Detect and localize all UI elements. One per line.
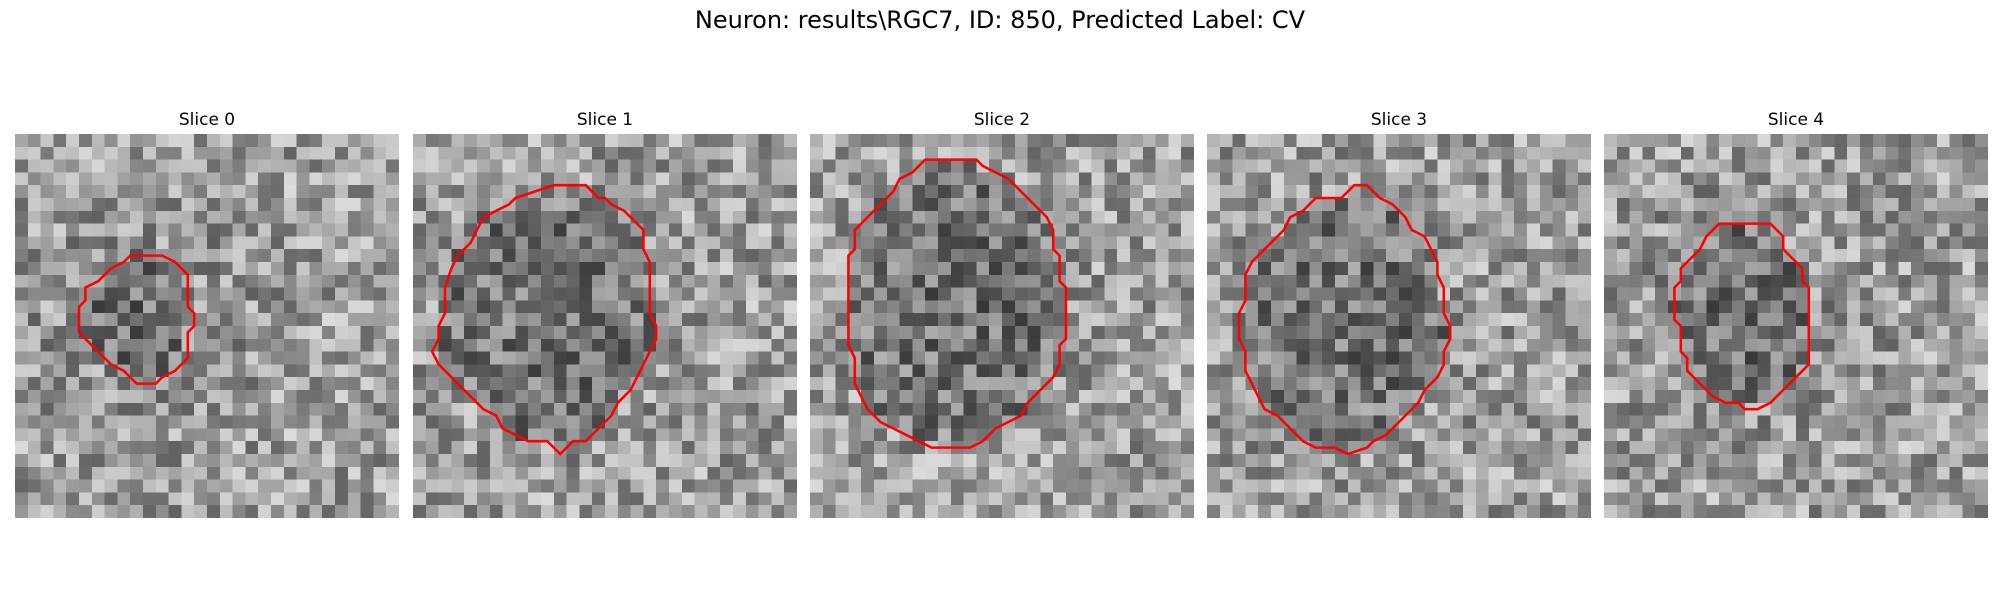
contour-outline [1237, 183, 1452, 456]
contour-outline [430, 183, 658, 456]
slice-panel-4: Slice 4 [1604, 108, 1988, 518]
slice-image-0 [15, 134, 399, 518]
slice-image-3 [1207, 134, 1591, 518]
slice-title: Slice 1 [576, 110, 634, 130]
slice-panel-3: Slice 3 [1207, 108, 1591, 518]
slice-title: Slice 4 [1767, 110, 1825, 130]
slice-panel-1: Slice 1 [413, 108, 797, 518]
slice-panel-2: Slice 2 [810, 108, 1194, 518]
figure-title: Neuron: results\RGC7, ID: 850, Predicted… [694, 6, 1306, 34]
slice-image-4 [1604, 134, 1988, 518]
contour-outline [847, 158, 1068, 449]
slice-title: Slice 0 [178, 110, 236, 130]
contour-outline [1673, 222, 1811, 411]
slice-title: Slice 3 [1370, 110, 1428, 130]
slice-image-1 [413, 134, 797, 518]
slice-image-2 [810, 134, 1194, 518]
slice-title: Slice 2 [973, 110, 1031, 130]
contour-outline [77, 254, 196, 385]
slice-panel-0: Slice 0 [15, 108, 399, 518]
